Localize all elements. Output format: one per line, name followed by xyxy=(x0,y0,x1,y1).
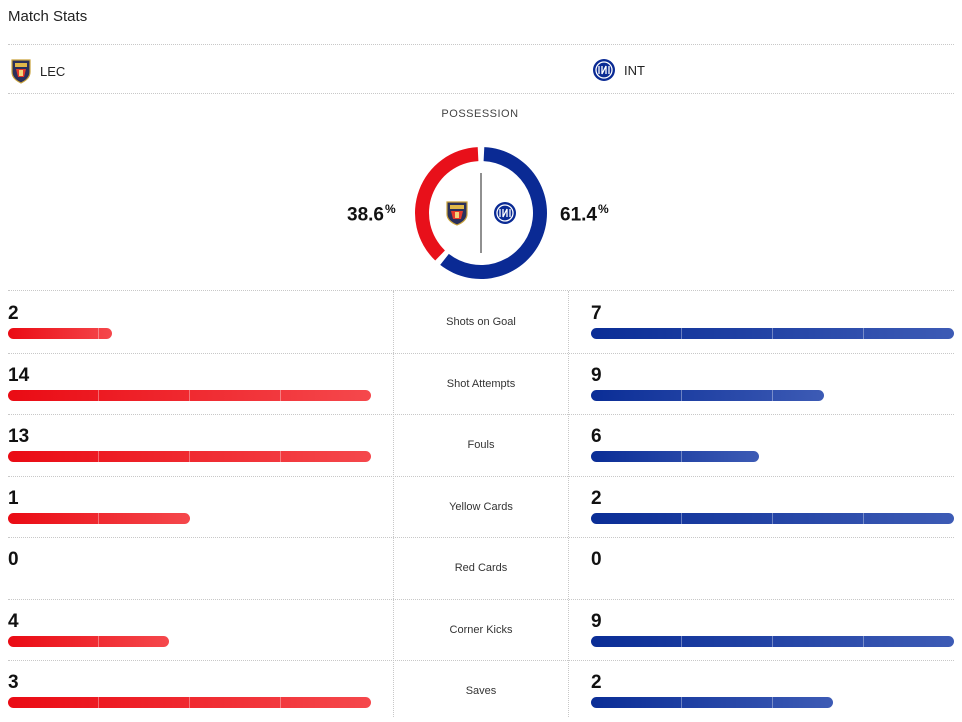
away-stat-bar xyxy=(591,635,954,647)
home-stat-value: 13 xyxy=(8,426,30,447)
stat-label: Red Cards xyxy=(454,562,508,574)
bar-segment-divider xyxy=(189,451,190,462)
bar-segment-divider xyxy=(280,451,281,462)
bar-segment-divider xyxy=(681,697,682,708)
stat-row: 14 9 Shot Attempts xyxy=(0,353,962,415)
inter-crest-icon xyxy=(494,202,516,224)
bar-segment-divider xyxy=(772,389,773,401)
bar-segment-divider xyxy=(98,635,99,647)
home-stat-bar xyxy=(8,512,190,524)
home-stat-bar xyxy=(8,389,371,401)
away-stat-value: 9 xyxy=(591,364,602,386)
divider xyxy=(8,44,954,45)
home-stat-value: 2 xyxy=(8,303,19,324)
divider xyxy=(8,537,954,538)
stat-row: 1 2 Yellow Cards xyxy=(0,476,962,538)
stat-label: Shots on Goal xyxy=(446,316,516,328)
stat-label: Shot Attempts xyxy=(446,377,516,390)
bar-segment-divider xyxy=(98,389,99,401)
home-stat-value: 4 xyxy=(8,610,19,632)
home-possession-arc xyxy=(415,147,479,261)
page-title: Match Stats xyxy=(8,8,88,25)
bar-segment-divider xyxy=(98,697,99,708)
divider xyxy=(8,475,954,477)
stat-label: Saves xyxy=(465,685,497,697)
away-stat-value: 0 xyxy=(591,549,602,570)
bar-segment-divider xyxy=(863,512,864,524)
column-divider xyxy=(393,291,394,717)
divider xyxy=(8,352,954,354)
away-stat-value: 7 xyxy=(591,303,602,324)
home-stat-value: 1 xyxy=(8,487,19,509)
stat-label: Corner Kicks xyxy=(449,623,513,636)
away-stat-value: 6 xyxy=(591,426,602,447)
stat-row: 3 2 Saves xyxy=(0,660,962,722)
possession-label: POSSESSION xyxy=(441,108,519,120)
bar-segment-divider xyxy=(280,389,281,401)
home-team-abbr: LEC xyxy=(40,63,66,79)
home-stat-value: 0 xyxy=(8,549,19,570)
stat-row: 2 7 Shots on Goal xyxy=(0,291,962,353)
bar-segment-divider xyxy=(681,512,682,524)
bar-segment-divider xyxy=(98,451,99,462)
bar-segment-divider xyxy=(863,328,864,339)
away-stat-value: 2 xyxy=(591,487,602,509)
bar-segment-divider xyxy=(98,512,99,524)
away-stat-bar xyxy=(591,389,825,401)
away-stat-bar xyxy=(591,328,954,339)
bar-segment-divider xyxy=(681,635,682,647)
away-stat-value: 2 xyxy=(591,672,602,693)
home-stat-bar xyxy=(8,328,112,339)
home-stat-bar xyxy=(8,635,170,647)
home-stat-bar xyxy=(8,451,371,462)
away-team-abbr: INT xyxy=(624,62,645,78)
bar-segment-divider xyxy=(772,697,773,708)
bar-segment-divider xyxy=(98,328,99,339)
possession-donut-chart xyxy=(415,147,547,279)
bar-segment-divider xyxy=(681,451,682,462)
bar-segment-divider xyxy=(863,635,864,647)
stat-row: 4 9 Corner Kicks xyxy=(0,599,962,661)
bar-segment-divider xyxy=(772,512,773,524)
stat-row: 0 0 Red Cards xyxy=(0,537,962,599)
divider xyxy=(8,414,954,415)
bar-segment-divider xyxy=(772,328,773,339)
away-stat-bar xyxy=(591,451,759,462)
stat-row: 13 6 Fouls xyxy=(0,414,962,476)
away-possession-value: 61.4% xyxy=(560,202,609,226)
column-divider xyxy=(568,291,569,717)
bar-segment-divider xyxy=(681,389,682,401)
bar-segment-divider xyxy=(280,697,281,708)
lecce-crest-icon xyxy=(446,201,468,226)
bar-segment-divider xyxy=(189,389,190,401)
inter-crest-icon xyxy=(593,59,615,81)
home-stat-value: 14 xyxy=(8,364,30,386)
away-possession-arc xyxy=(440,147,547,279)
home-stat-value: 3 xyxy=(8,672,19,693)
bar-segment-divider xyxy=(189,697,190,708)
away-stat-value: 9 xyxy=(591,610,602,632)
divider xyxy=(8,93,954,94)
home-stat-bar xyxy=(8,697,371,708)
stat-label: Fouls xyxy=(467,439,495,451)
home-team-header: LEC xyxy=(10,58,65,84)
divider xyxy=(8,290,954,291)
divider xyxy=(8,598,954,600)
bar-segment-divider xyxy=(681,328,682,339)
away-stat-bar xyxy=(591,697,834,708)
stat-label: Yellow Cards xyxy=(449,500,513,513)
bar-segment-divider xyxy=(772,635,773,647)
home-possession-value: 38.6% xyxy=(347,202,396,226)
away-team-header: INT xyxy=(592,58,645,82)
away-stat-bar xyxy=(591,512,954,524)
divider xyxy=(8,660,954,661)
lecce-crest-icon xyxy=(11,59,31,84)
